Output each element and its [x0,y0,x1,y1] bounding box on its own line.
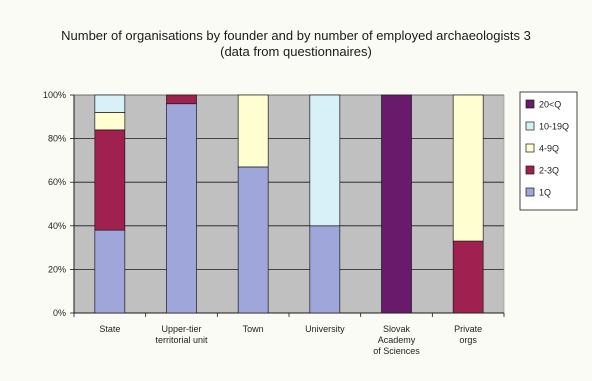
plot-area [74,95,504,313]
bar-segment [309,225,341,314]
bar-segment [452,94,484,242]
y-tick-label: 100% [43,90,66,100]
bar-segment [237,166,269,314]
bar-segment [452,240,484,314]
y-tick-label: 0% [53,308,66,318]
x-tick-label: Town [243,324,264,334]
x-tick-label: Slovak Academy of Sciences [373,324,420,356]
bar-segment [381,94,412,314]
legend: 20<Q 10-19Q 4-9Q 2-3Q 1Q [519,91,578,211]
x-tick-label: State [99,324,120,334]
y-tick-label: 80% [48,134,66,144]
bar-segment [94,229,126,314]
legend-label: 1Q [539,188,551,198]
legend-swatch [525,99,535,109]
y-tick-label: 20% [48,264,66,274]
x-tick-label: Private orgs [454,324,482,345]
legend-label: 4-9Q [539,144,559,154]
x-tick-label: University [305,324,345,334]
x-tick-label: Upper-tier territorial unit [155,324,208,345]
y-tick-label: 60% [48,177,66,187]
x-axis: State Upper-tier territorial unit Town Unive… [73,313,505,356]
bar-segment [94,129,126,231]
chart-title: Number of organisations by founder and b… [61,28,531,43]
legend-label: 10-19Q [539,122,569,132]
legend-swatch [525,165,535,175]
bar-segment [94,94,126,113]
legend-swatch [525,121,535,131]
chart-subtitle: (data from questionnaires) [220,44,372,59]
bar-segment [94,112,126,131]
bar-segment [166,94,197,105]
bar-segment [166,103,197,314]
bars [94,94,484,314]
bar-segment [309,94,341,227]
legend-label: 20<Q [539,100,561,110]
y-tick-label: 40% [48,221,66,231]
legend-label: 2-3Q [539,166,559,176]
bar-segment [237,94,269,168]
legend-swatch [525,143,535,153]
legend-swatch [525,187,535,197]
